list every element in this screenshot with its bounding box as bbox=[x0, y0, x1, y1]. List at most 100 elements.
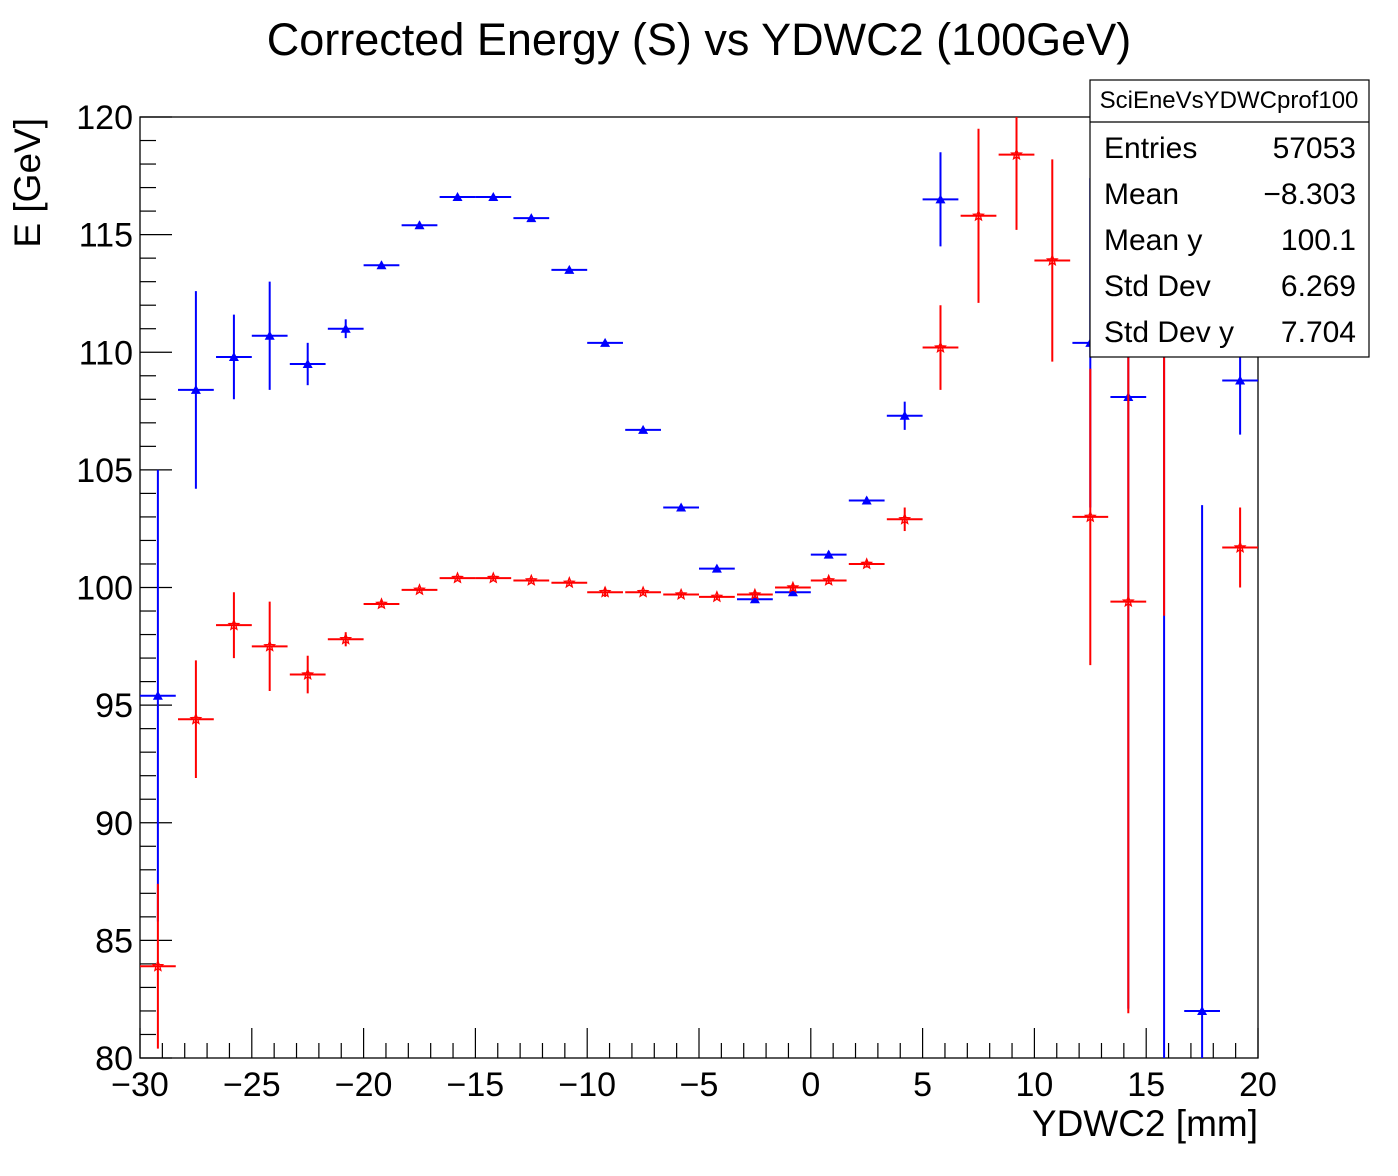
star-marker bbox=[860, 557, 874, 570]
star-marker bbox=[227, 618, 241, 631]
stats-row-label: Std Dev bbox=[1104, 270, 1211, 303]
star-marker bbox=[786, 580, 800, 593]
x-tick-label: −20 bbox=[335, 1066, 393, 1104]
x-tick-label: 15 bbox=[1127, 1066, 1165, 1104]
data-point bbox=[922, 152, 959, 247]
data-point bbox=[363, 597, 400, 610]
stats-row-value: 100.1 bbox=[1281, 224, 1356, 257]
x-tick-label: −15 bbox=[447, 1066, 505, 1104]
x-axis: −30 −25 −20 −15 −10 −5 0 5 10 15 20 bbox=[111, 1028, 1277, 1104]
data-point bbox=[587, 337, 623, 347]
star-marker bbox=[1010, 147, 1023, 161]
data-point bbox=[216, 314, 252, 400]
data-point bbox=[848, 495, 885, 505]
stats-box-name: SciEneVsYDWCprof100 bbox=[1100, 87, 1359, 114]
data-point bbox=[327, 632, 364, 647]
triangle-marker bbox=[488, 191, 499, 201]
stats-row-label: Mean bbox=[1104, 178, 1179, 211]
triangle-marker bbox=[414, 220, 425, 230]
data-point bbox=[513, 573, 550, 586]
triangle-marker bbox=[564, 264, 575, 274]
star-marker bbox=[1083, 510, 1097, 523]
star-marker bbox=[934, 340, 947, 354]
triangle-marker bbox=[190, 384, 201, 394]
stats-row-label: Entries bbox=[1104, 132, 1197, 165]
x-axis-label: YDWC2 [mm] bbox=[1032, 1103, 1258, 1144]
star-marker bbox=[451, 571, 464, 584]
data-point bbox=[551, 264, 588, 274]
stats-row-value: 57053 bbox=[1273, 132, 1356, 165]
star-marker bbox=[151, 959, 165, 972]
data-point bbox=[663, 587, 699, 601]
y-tick-label: 85 bbox=[95, 922, 133, 960]
chart-title: Corrected Energy (S) vs YDWC2 (100GeV) bbox=[267, 14, 1131, 65]
data-point bbox=[513, 213, 550, 223]
star-marker bbox=[189, 712, 203, 725]
star-marker bbox=[1121, 594, 1135, 608]
star-marker bbox=[598, 585, 612, 598]
triangle-marker bbox=[1235, 375, 1246, 385]
data-point bbox=[475, 191, 512, 201]
x-tick-label: −30 bbox=[111, 1066, 169, 1104]
star-marker bbox=[339, 632, 353, 645]
triangle-marker bbox=[935, 194, 946, 204]
x-tick-label: −5 bbox=[680, 1066, 719, 1104]
data-point bbox=[551, 576, 588, 589]
data-point bbox=[178, 660, 214, 779]
data-point bbox=[663, 502, 699, 512]
triangle-marker bbox=[302, 359, 313, 369]
y-tick-label: 110 bbox=[79, 334, 133, 372]
stats-row-label: Mean y bbox=[1104, 224, 1202, 257]
data-point bbox=[886, 507, 923, 532]
triangle-marker bbox=[228, 351, 239, 361]
star-marker bbox=[486, 571, 500, 584]
data-point bbox=[251, 601, 288, 692]
y-tick-label: 100 bbox=[76, 570, 133, 608]
star-marker bbox=[972, 209, 985, 222]
series-2 bbox=[140, 117, 1258, 1049]
data-point bbox=[775, 580, 811, 593]
x-tick-label: −25 bbox=[223, 1066, 281, 1104]
triangle-marker bbox=[340, 323, 351, 333]
star-marker bbox=[413, 583, 426, 596]
data-point bbox=[737, 587, 773, 601]
x-tick-label: 10 bbox=[1015, 1066, 1053, 1104]
star-marker bbox=[710, 590, 724, 603]
star-marker bbox=[1045, 253, 1059, 266]
data-point bbox=[1072, 368, 1109, 666]
star-marker bbox=[301, 667, 315, 681]
data-point bbox=[1034, 159, 1071, 362]
triangle-marker bbox=[1197, 1005, 1208, 1015]
data-point bbox=[810, 573, 847, 586]
data-point bbox=[475, 571, 512, 584]
x-tick-label: 5 bbox=[913, 1066, 932, 1104]
stats-row-value: 6.269 bbox=[1281, 270, 1356, 303]
star-marker bbox=[1233, 540, 1247, 553]
y-tick-label: 120 bbox=[76, 99, 133, 137]
triangle-marker bbox=[899, 410, 910, 420]
y-tick-label: 95 bbox=[95, 687, 133, 725]
x-tick-label: −10 bbox=[558, 1066, 616, 1104]
triangle-marker bbox=[823, 549, 834, 559]
y-axis: 80 85 90 95 100 105 110 115 120 bbox=[76, 99, 172, 1078]
triangle-marker bbox=[452, 191, 463, 201]
x-tick-label: 0 bbox=[801, 1066, 820, 1104]
data-point bbox=[587, 585, 623, 598]
stats-rows: Entries 57053 Mean −8.303 Mean y 100.1 Std Dev… bbox=[1104, 132, 1356, 349]
data-point bbox=[439, 191, 476, 201]
data-point bbox=[251, 281, 288, 390]
y-tick-label: 80 bbox=[95, 1040, 133, 1078]
stats-box-frame bbox=[1089, 79, 1370, 358]
triangle-marker bbox=[526, 213, 537, 223]
data-point bbox=[810, 549, 847, 559]
star-marker bbox=[524, 573, 538, 586]
star-marker bbox=[674, 587, 688, 601]
y-tick-label: 105 bbox=[76, 452, 133, 490]
stats-row-value: −8.303 bbox=[1263, 178, 1356, 211]
data-point bbox=[140, 469, 176, 922]
triangle-marker bbox=[861, 495, 872, 505]
data-point bbox=[216, 592, 252, 659]
data-point bbox=[289, 655, 326, 694]
data-point bbox=[848, 557, 885, 570]
star-marker bbox=[636, 585, 650, 598]
